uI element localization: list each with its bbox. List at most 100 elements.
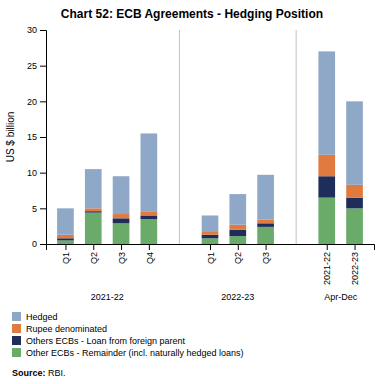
y-tick-label: 15	[27, 132, 37, 142]
x-tick: 2022-23	[350, 244, 360, 285]
legend-item: Hedged	[12, 312, 58, 322]
bar	[229, 230, 246, 236]
y-tick: 25	[27, 61, 46, 71]
legend-swatch	[12, 324, 21, 333]
x-tick-mark	[210, 244, 211, 250]
x-tick: 2021-22	[322, 244, 332, 285]
bar	[85, 211, 102, 212]
x-tick-label: Q3	[261, 252, 271, 264]
x-tick-mark	[266, 244, 267, 250]
bar	[346, 208, 363, 244]
x-axis: Q1 Q2 Q3 Q4 Q1 Q2 Q3 2021-22 2022-23	[47, 244, 375, 285]
y-tick-label: 0	[32, 239, 37, 249]
bar	[318, 155, 335, 176]
bar	[346, 185, 363, 198]
x-tick-mark	[93, 244, 94, 250]
y-tick: 20	[27, 97, 46, 107]
group-label: 2021-22	[91, 292, 124, 302]
legend-label: Others ECBs - Loan from foreign parent	[26, 336, 186, 346]
y-axis-line	[40, 31, 47, 245]
bar	[57, 235, 74, 239]
legend-swatch	[12, 312, 21, 321]
title: Chart 52: ECB Agreements - Hedging Posit…	[61, 7, 323, 21]
bar	[257, 227, 274, 244]
bar	[202, 231, 219, 235]
y-tick-label: 30	[27, 25, 37, 35]
group-label: 2022-23	[221, 292, 254, 302]
source-prefix: Source:	[12, 368, 46, 378]
source-text: RBI.	[46, 368, 66, 378]
x-tick-label: Q2	[233, 252, 243, 264]
group-separator	[179, 30, 180, 244]
bar	[113, 218, 130, 223]
bar	[57, 208, 74, 234]
legend-item: Others ECBs - Loan from foreign parent	[12, 336, 186, 346]
legend-label: Rupee denominated	[26, 324, 107, 334]
x-tick: Q3	[261, 244, 271, 264]
y-tick-mark	[40, 101, 46, 102]
chart: 0 5 10 15 20 25 30 US $ billion Q1 Q2 Q3 Q4 Q1 Q2 Q3 20…	[0, 0, 384, 384]
x-tick-mark	[65, 244, 66, 250]
bar-series	[57, 155, 363, 238]
y-tick-mark	[40, 66, 46, 67]
x-axis-line	[47, 245, 375, 251]
legend-swatch	[12, 348, 21, 357]
x-tick: Q1	[206, 244, 216, 264]
legend-item: Rupee denominated	[12, 324, 107, 334]
y-axis-title: US $ billion	[5, 112, 16, 163]
bar	[229, 225, 246, 230]
x-tick-label: Q2	[89, 252, 99, 264]
y-tick-mark	[40, 173, 46, 174]
bar	[85, 169, 102, 208]
x-tick-mark	[327, 244, 328, 250]
y-tick-mark	[40, 208, 46, 209]
bar	[257, 220, 274, 224]
x-tick-mark	[238, 244, 239, 250]
legend-swatch	[12, 336, 21, 345]
bar	[318, 51, 335, 154]
legend-label: Other ECBs - Remainder (incl. naturally …	[26, 348, 244, 358]
legend: Hedged Rupee denominated Others ECBs - Loa…	[12, 312, 244, 358]
x-tick-label: 2022-23	[350, 252, 360, 285]
x-tick-label: Q3	[117, 252, 127, 264]
bars	[57, 51, 363, 244]
plot: 0 5 10 15 20 25 30 US $ billion Q1 Q2 Q3 Q4 Q1 Q2 Q3 20…	[5, 25, 375, 302]
bar	[113, 176, 130, 214]
bar-series	[57, 176, 363, 240]
y-tick: 30	[27, 25, 46, 35]
x-tick: Q2	[233, 244, 243, 264]
x-tick: Q3	[117, 244, 127, 264]
group-label: Apr-Dec	[324, 292, 358, 302]
bar	[229, 194, 246, 225]
x-tick: Q1	[61, 244, 71, 264]
y-tick-mark	[40, 244, 46, 245]
x-tick-mark	[355, 244, 356, 250]
bar	[141, 133, 158, 211]
bar	[85, 208, 102, 211]
y-tick-mark	[40, 137, 46, 138]
y-tick: 15	[27, 132, 46, 142]
y-tick-label: 25	[27, 61, 37, 71]
x-tick-label: Q4	[144, 252, 154, 264]
bar	[202, 215, 219, 231]
bar	[257, 223, 274, 227]
bar	[141, 219, 158, 244]
bar-series	[57, 198, 363, 244]
y-tick-label: 10	[27, 168, 37, 178]
y-tick: 0	[32, 239, 46, 249]
y-tick: 5	[32, 204, 46, 214]
bar	[202, 235, 219, 239]
group-separator	[296, 30, 297, 244]
bar	[57, 240, 74, 244]
source: Source: RBI.	[12, 368, 66, 378]
x-tick-label: 2021-22	[322, 252, 332, 285]
x-tick: Q2	[89, 244, 99, 264]
x-tick: Q4	[144, 244, 154, 264]
bar	[229, 236, 246, 244]
bar	[318, 198, 335, 244]
legend-item: Other ECBs - Remainder (incl. naturally …	[12, 348, 244, 358]
bar	[85, 213, 102, 244]
bar	[141, 212, 158, 216]
x-tick-mark	[121, 244, 122, 250]
bar	[346, 101, 363, 184]
